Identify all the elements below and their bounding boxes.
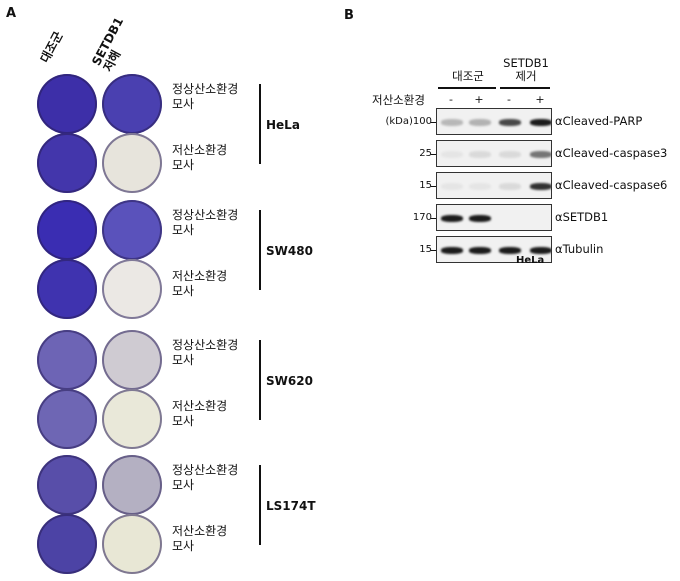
molecular-weight-marker: 15 [419, 244, 432, 255]
group-underline-control [438, 87, 496, 89]
molecular-weight-marker: 170 [412, 212, 432, 223]
cell-line-bracket [259, 84, 261, 164]
protein-band [499, 247, 521, 254]
protein-band [499, 151, 521, 158]
protein-band [469, 119, 491, 126]
protein-band [530, 119, 551, 126]
condition-label-hypoxia: 저산소환경 모사 [172, 524, 228, 553]
protein-band [441, 215, 463, 222]
protein-band [469, 215, 491, 222]
column-header-control: 대조군 [37, 29, 66, 65]
protein-band [530, 151, 551, 158]
marker-tick [431, 250, 436, 251]
colony-dish [102, 133, 162, 193]
protein-band [441, 119, 463, 126]
blot-strip [436, 108, 552, 135]
cell-line-name: LS174T [266, 499, 316, 513]
antibody-label: αCleaved-caspase3 [555, 146, 668, 160]
protein-band [441, 247, 463, 254]
molecular-weight-marker: (kDa)100 [385, 116, 432, 127]
protein-band [499, 183, 521, 190]
cell-line-bracket [259, 210, 261, 290]
antibody-label: αTubulin [555, 242, 604, 256]
condition-label-hypoxia: 저산소환경 모사 [172, 269, 228, 298]
colony-dish [37, 133, 97, 193]
condition-label-normoxia: 정상산소환경 모사 [172, 338, 239, 367]
antibody-label: αCleaved-PARP [555, 114, 643, 128]
cell-line-name: SW480 [266, 244, 313, 258]
hypoxia-treatment-label: 저산소환경 [372, 93, 425, 107]
colony-dish [102, 330, 162, 390]
cell-line-bracket [259, 340, 261, 420]
protein-band [499, 119, 521, 126]
marker-tick [431, 186, 436, 187]
colony-dish [37, 259, 97, 319]
group-underline-setdb1 [500, 87, 550, 89]
cell-line-bracket [259, 465, 261, 545]
panel-b-letter: B [344, 8, 354, 23]
blot-strip [436, 140, 552, 167]
cell-line-name: HeLa [266, 118, 300, 132]
colony-dish [102, 514, 162, 574]
marker-tick [431, 154, 436, 155]
condition-label-normoxia: 정상산소환경 모사 [172, 82, 239, 111]
antibody-label: αSETDB1 [555, 210, 609, 224]
protein-band [469, 183, 491, 190]
blot-strip [436, 236, 552, 263]
lane-treatment-sign: + [474, 93, 484, 106]
condition-label-hypoxia: 저산소환경 모사 [172, 399, 228, 428]
colony-dish [37, 514, 97, 574]
marker-tick [431, 218, 436, 219]
colony-dish [37, 200, 97, 260]
blot-strip [436, 204, 552, 231]
protein-band [441, 183, 463, 190]
colony-dish [102, 259, 162, 319]
group-label-control: 대조군 [452, 69, 484, 83]
panel-a-letter: A [6, 6, 17, 21]
marker-tick [431, 122, 436, 123]
colony-dish [102, 455, 162, 515]
protein-band [530, 183, 551, 190]
colony-dish [102, 200, 162, 260]
lane-treatment-sign: + [535, 93, 545, 106]
molecular-weight-marker: 15 [419, 180, 432, 191]
column-header-setdb1-inhibition: SETDB1 저해 [89, 14, 127, 74]
condition-label-normoxia: 정상산소환경 모사 [172, 208, 239, 237]
colony-dish [102, 74, 162, 134]
colony-dish [37, 455, 97, 515]
cell-line-name: SW620 [266, 374, 313, 388]
group-label-setdb1-knockout: SETDB1 제거 [503, 56, 549, 83]
blot-strip [436, 172, 552, 199]
protein-band [469, 151, 491, 158]
lane-treatment-sign: - [507, 93, 511, 106]
cell-line-label: HeLa [516, 255, 545, 266]
condition-label-hypoxia: 저산소환경 모사 [172, 143, 228, 172]
antibody-label: αCleaved-caspase6 [555, 178, 668, 192]
molecular-weight-marker: 25 [419, 148, 432, 159]
protein-band [530, 247, 551, 254]
colony-dish [37, 330, 97, 390]
colony-dish [37, 389, 97, 449]
protein-band [469, 247, 491, 254]
condition-label-normoxia: 정상산소환경 모사 [172, 463, 239, 492]
lane-treatment-sign: - [449, 93, 453, 106]
colony-dish [37, 74, 97, 134]
colony-dish [102, 389, 162, 449]
protein-band [441, 151, 463, 158]
